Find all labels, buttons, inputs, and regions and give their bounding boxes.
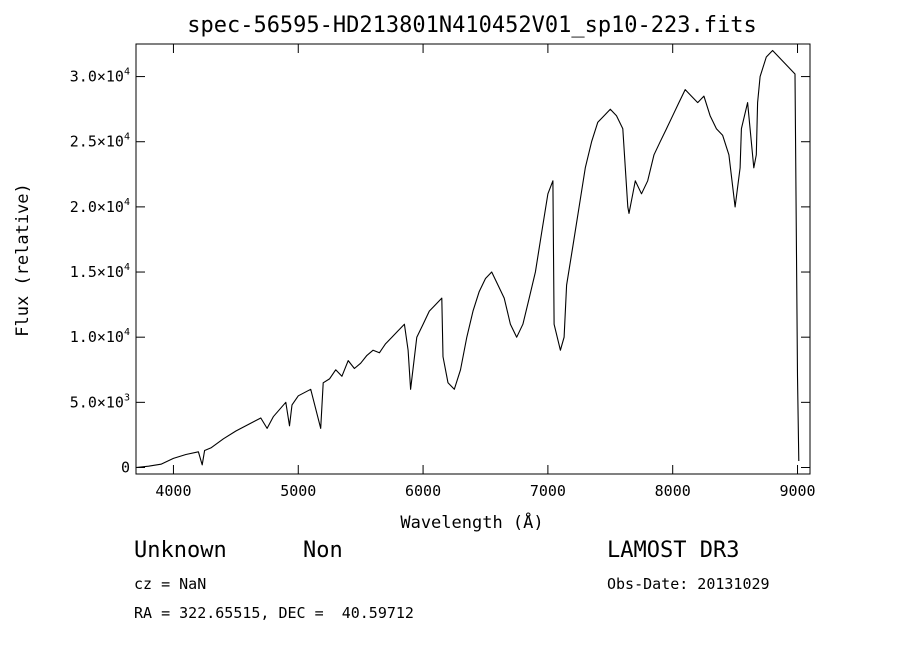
- x-tick-label: 4000: [155, 482, 191, 500]
- survey-name: LAMOST DR3: [607, 538, 740, 563]
- plot-frame: [135, 43, 811, 475]
- x-tick-label: 5000: [280, 482, 316, 500]
- chart-title: spec-56595-HD213801N410452V01_sp10-223.f…: [187, 13, 757, 38]
- y-tick-label: 1.0×104: [70, 327, 130, 346]
- series-line: [135, 49, 800, 469]
- x-axis: 4000 5000 6000 7000 8000 9000: [155, 44, 816, 500]
- y-axis: 0 5.0×103 1.0×104 1.5×104 2.0×104 2.5×104 3.0×…: [70, 67, 810, 476]
- obs-date: Obs-Date: 20131029: [607, 575, 770, 593]
- redshift-cz: cz = NaN: [134, 575, 207, 593]
- y-tick-label: 5.0×103: [70, 392, 130, 411]
- y-axis-label: Flux (relative): [13, 183, 33, 337]
- y-tick-label: 2.5×104: [70, 132, 130, 151]
- x-tick-label: 7000: [530, 482, 566, 500]
- x-axis-label: Wavelength (Å): [400, 511, 543, 533]
- coordinates: RA = 322.65515, DEC = 40.59712: [134, 604, 414, 622]
- y-tick-label: 1.5×104: [70, 262, 130, 281]
- object-subclass: Non: [303, 538, 343, 563]
- y-tick-label: 0: [121, 458, 130, 476]
- y-tick-label: 3.0×104: [70, 67, 130, 86]
- x-tick-label: 6000: [405, 482, 441, 500]
- x-tick-label: 9000: [779, 482, 815, 500]
- object-class: Unknown: [134, 538, 227, 563]
- y-tick-label: 2.0×104: [70, 197, 130, 216]
- x-tick-label: 8000: [655, 482, 691, 500]
